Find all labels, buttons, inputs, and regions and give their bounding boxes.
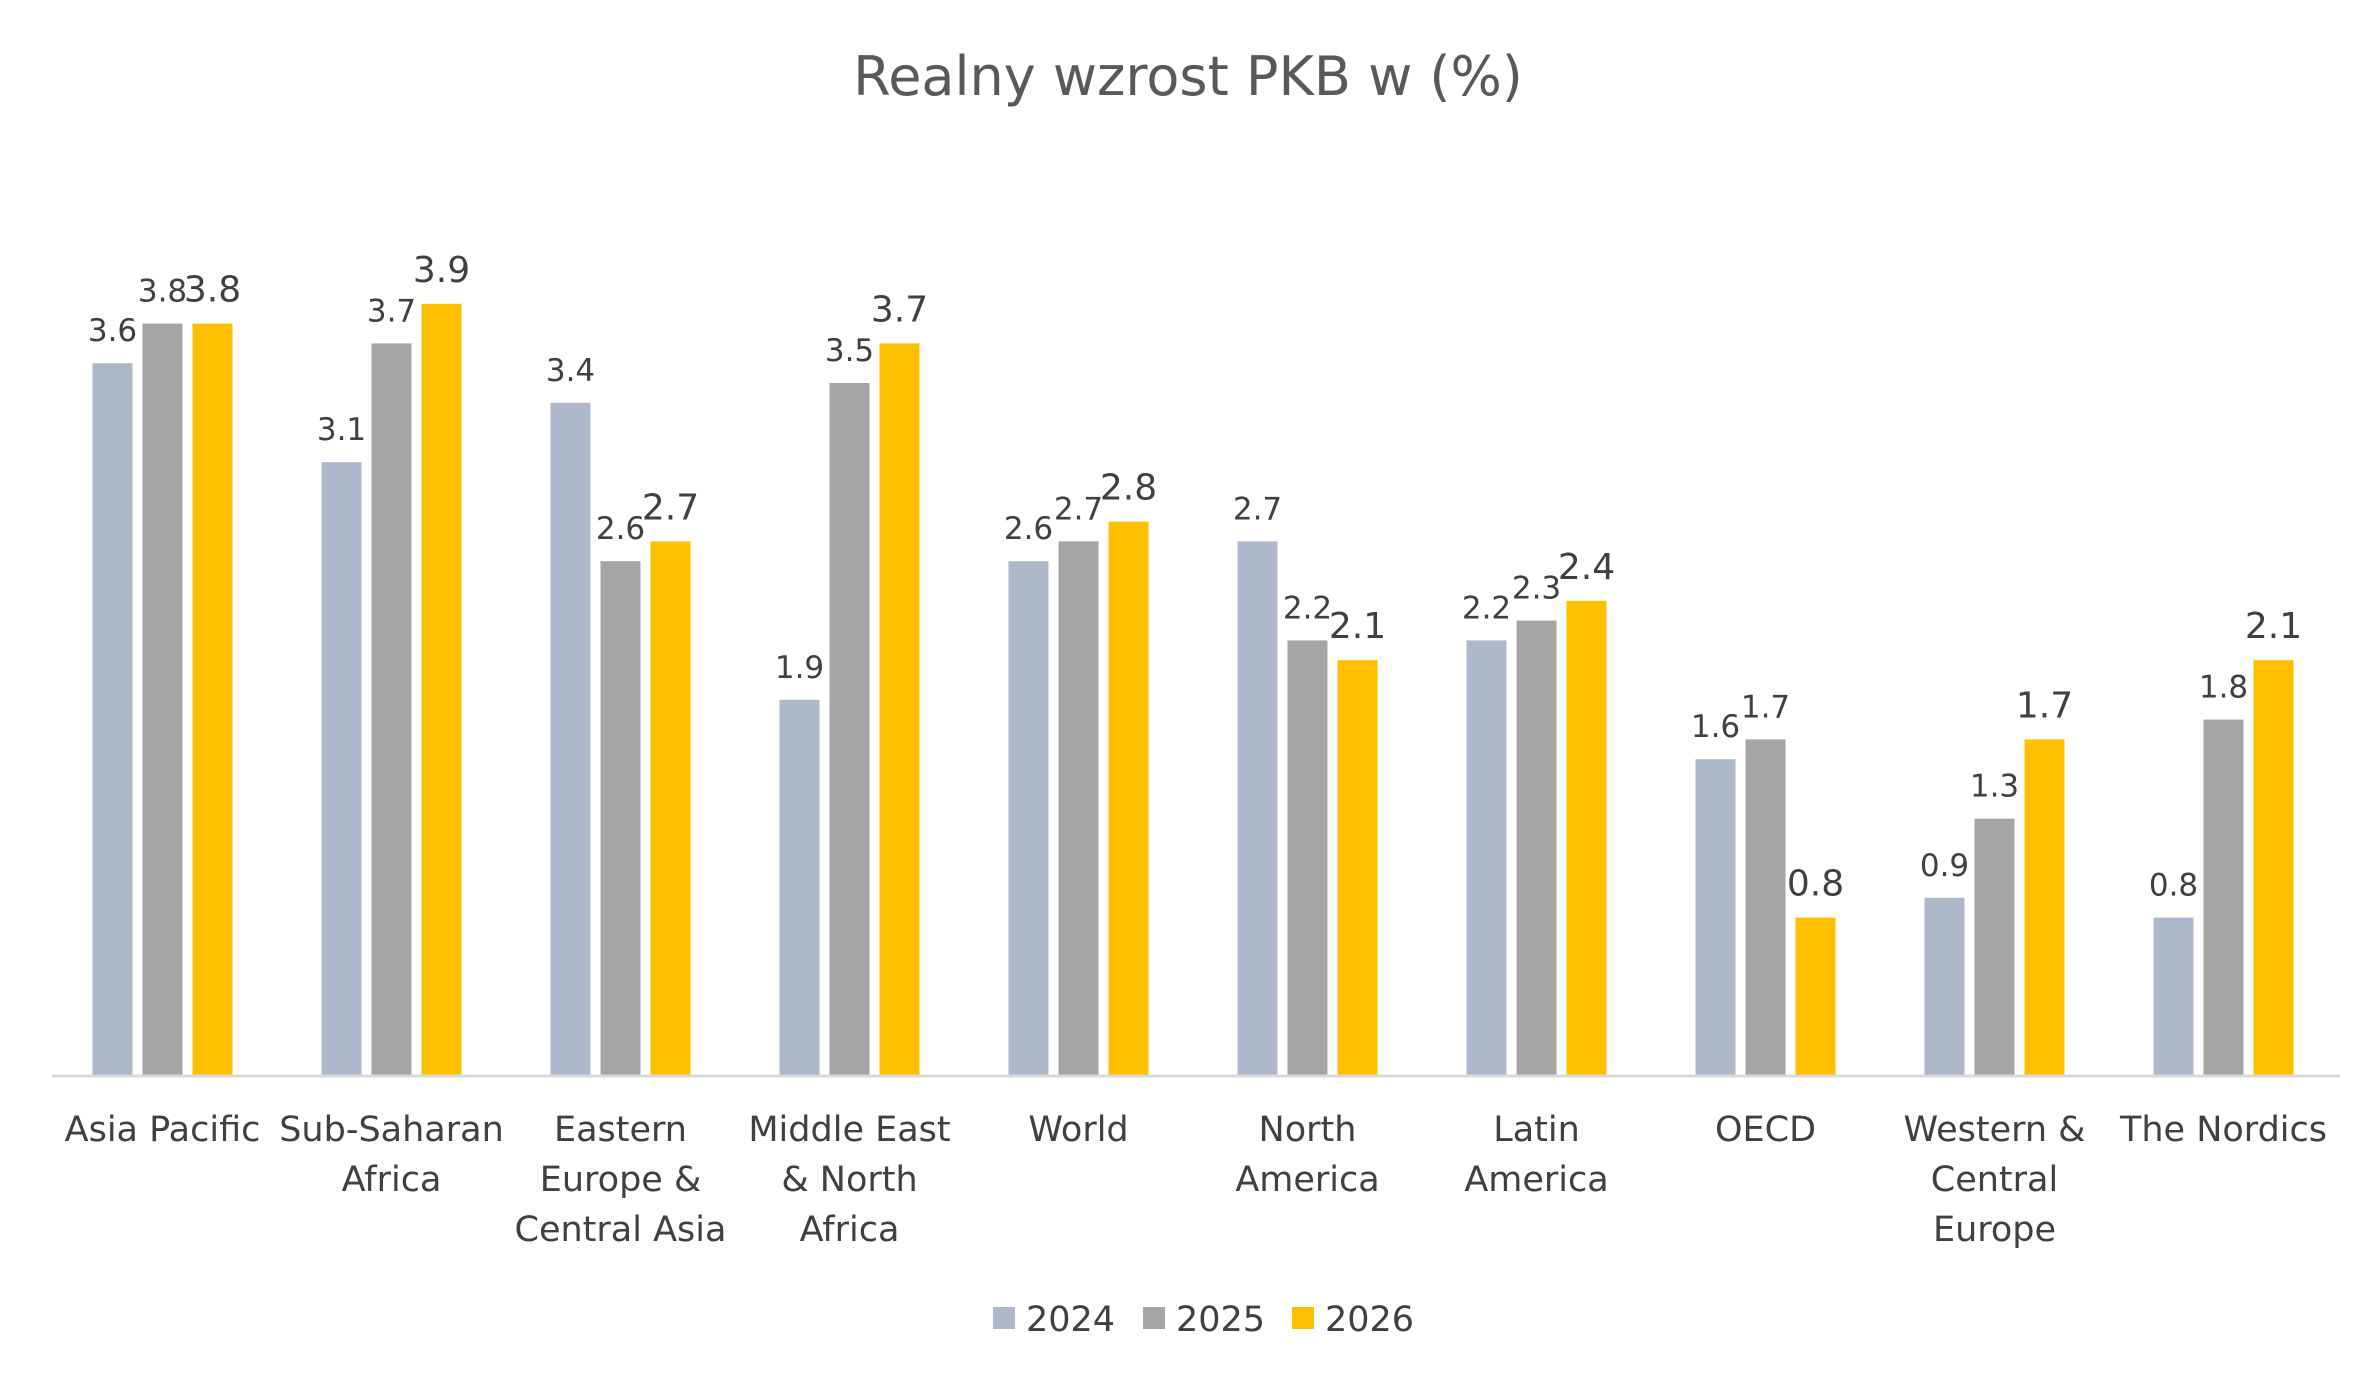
legend-swatch-2025 — [1143, 1307, 1165, 1329]
bar-2025-0 — [142, 323, 183, 1077]
category-label-6: America — [1464, 1160, 1608, 1200]
data-label-2024-4: 2.6 — [1004, 511, 1053, 547]
data-label-2025-0: 3.8 — [138, 274, 187, 310]
data-label-2026-9: 2.1 — [2245, 606, 2302, 647]
bar-2025-9 — [2203, 719, 2244, 1076]
category-label-5: North — [1259, 1110, 1357, 1150]
bar-2025-4 — [1058, 541, 1099, 1076]
category-label-8: Central — [1931, 1160, 2058, 1200]
bar-2025-3 — [829, 383, 870, 1076]
data-label-2026-7: 0.8 — [1787, 864, 1844, 905]
category-label-4: World — [1028, 1110, 1128, 1150]
category-label-3: Africa — [800, 1210, 900, 1250]
legend-swatch-2026 — [1292, 1307, 1314, 1329]
data-label-2026-4: 2.8 — [1100, 468, 1157, 509]
category-labels: Asia Pacific Sub-Saharan Africa Eastern Euro… — [65, 1110, 2327, 1250]
category-label-3: Middle East — [748, 1110, 950, 1150]
bar-2025-7 — [1745, 739, 1786, 1076]
bar-2026-1 — [421, 303, 462, 1076]
bar-2025-6 — [1516, 620, 1557, 1076]
data-label-2025-9: 1.8 — [2199, 670, 2248, 706]
data-label-2026-6: 2.4 — [1558, 547, 1615, 588]
bar-2024-0 — [92, 363, 133, 1076]
bar-2024-8 — [1924, 897, 1965, 1076]
data-label-2024-6: 2.2 — [1462, 590, 1511, 626]
bar-2024-3 — [779, 699, 820, 1076]
category-label-7: OECD — [1715, 1110, 1816, 1150]
bar-2024-7 — [1695, 759, 1736, 1076]
legend-swatch-2024 — [993, 1307, 1015, 1329]
bar-2025-1 — [371, 343, 412, 1076]
data-label-2025-8: 1.3 — [1970, 769, 2019, 805]
bar-2025-5 — [1287, 640, 1328, 1076]
bar-2025-2 — [600, 561, 641, 1076]
data-label-2025-3: 3.5 — [825, 333, 874, 369]
category-label-0: Asia Pacific — [65, 1110, 261, 1150]
bar-2026-6 — [1566, 600, 1607, 1076]
bar-2026-9 — [2253, 660, 2294, 1076]
category-label-8: Western & — [1904, 1110, 2086, 1150]
category-label-3: & North — [781, 1160, 917, 1200]
bar-2026-0 — [192, 323, 233, 1077]
bar-2026-8 — [2024, 739, 2065, 1076]
category-label-9: The Nordics — [2119, 1110, 2327, 1150]
bar-2026-2 — [650, 541, 691, 1076]
category-label-1: Africa — [342, 1160, 442, 1200]
data-label-2026-2: 2.7 — [642, 487, 699, 528]
bar-2024-1 — [321, 462, 362, 1076]
data-label-2024-7: 1.6 — [1691, 709, 1740, 745]
chart-title: Realny wzrost PKB w (%) — [853, 45, 1523, 108]
bar-2024-2 — [550, 402, 591, 1076]
legend: 2024 2025 2026 — [993, 1300, 1414, 1340]
data-label-2024-3: 1.9 — [775, 650, 824, 686]
data-label-2025-6: 2.3 — [1512, 571, 1561, 607]
data-label-2026-1: 3.9 — [413, 250, 470, 291]
data-label-2025-4: 2.7 — [1054, 491, 1103, 527]
category-label-1: Sub-Saharan — [279, 1110, 504, 1150]
bar-2024-9 — [2153, 917, 2194, 1076]
data-label-2026-0: 3.8 — [184, 270, 241, 311]
category-label-5: America — [1235, 1160, 1379, 1200]
legend-label-2024: 2024 — [1026, 1300, 1115, 1340]
data-label-2026-5: 2.1 — [1329, 606, 1386, 647]
bar-2026-3 — [879, 343, 920, 1076]
data-label-2024-1: 3.1 — [317, 412, 366, 448]
category-label-8: Europe — [1933, 1210, 2056, 1250]
category-label-6: Latin — [1493, 1110, 1580, 1150]
category-label-2: Europe & — [540, 1160, 702, 1200]
data-label-2025-7: 1.7 — [1741, 689, 1790, 725]
data-label-2024-0: 3.6 — [88, 313, 137, 349]
bar-2025-8 — [1974, 818, 2015, 1076]
data-label-2024-9: 0.8 — [2149, 868, 2198, 904]
bar-2024-5 — [1237, 541, 1278, 1076]
bar-2024-4 — [1008, 561, 1049, 1076]
data-label-2024-5: 2.7 — [1233, 491, 1282, 527]
category-label-2: Eastern — [554, 1110, 687, 1150]
data-label-2025-2: 2.6 — [596, 511, 645, 547]
bar-2026-4 — [1108, 521, 1149, 1076]
data-label-2025-5: 2.2 — [1283, 590, 1332, 626]
data-label-2024-8: 0.9 — [1920, 848, 1969, 884]
data-label-2025-1: 3.7 — [367, 293, 416, 329]
data-label-2026-3: 3.7 — [871, 289, 928, 330]
bar-2024-6 — [1466, 640, 1507, 1076]
legend-label-2025: 2025 — [1176, 1300, 1265, 1340]
data-label-2026-8: 1.7 — [2016, 685, 2073, 726]
bar-2026-7 — [1795, 917, 1836, 1076]
category-label-2: Central Asia — [515, 1210, 727, 1250]
bar-2026-5 — [1337, 660, 1378, 1076]
bars-layer: 3.63.83.83.13.73.93.42.62.71.93.53.72.62… — [88, 250, 2302, 1077]
legend-label-2026: 2026 — [1325, 1300, 1414, 1340]
data-label-2024-2: 3.4 — [546, 353, 595, 389]
